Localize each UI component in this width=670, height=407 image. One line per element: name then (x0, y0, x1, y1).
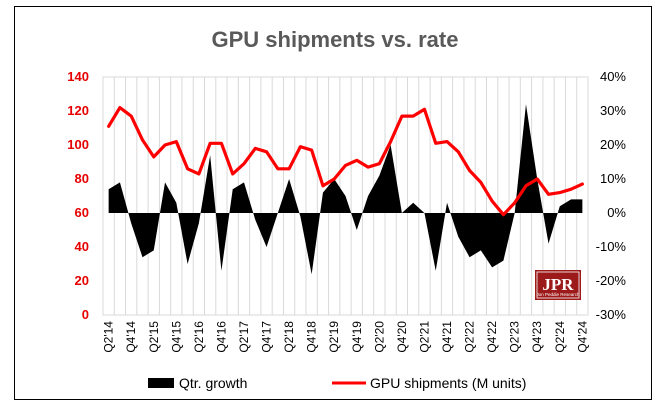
xtick-4: Q2'15 (147, 321, 161, 353)
ytick-right-1: -20% (596, 273, 627, 288)
ytick-right-5: 20% (600, 137, 626, 152)
ytick-left-20: 20 (75, 273, 89, 288)
legend-item-gpu-shipments: GPU shipments (M units) (332, 375, 526, 391)
xtick-10: Q4'16 (214, 321, 228, 353)
legend-label-qtr-growth: Qtr. growth (179, 375, 247, 391)
ytick-left-40: 40 (75, 239, 89, 254)
ytick-left-120: 120 (67, 103, 89, 118)
jpr-logo: JPR Jon Peddie Research (535, 270, 581, 300)
xtick-22: Q4'19 (350, 321, 364, 353)
axis-layer: 0 20 40 60 80 100 120 140 -30% -20% -10% 0% 10% 20% 30… (67, 69, 626, 353)
area-qtr-growth (108, 104, 583, 275)
xtick-6: Q4'15 (169, 321, 183, 353)
jpr-logo-border (536, 271, 580, 299)
jpr-logo-text: JPR (542, 275, 574, 294)
xtick-28: Q2'21 (417, 321, 431, 353)
xtick-32: Q2'22 (463, 321, 477, 353)
ytick-right-0: -30% (596, 307, 627, 322)
ytick-left-100: 100 (67, 137, 89, 152)
legend: Qtr. growth GPU shipments (M units) (148, 375, 526, 391)
xtick-2: Q4'14 (124, 321, 138, 353)
xtick-42: Q4'24 (575, 321, 589, 353)
ytick-right-7: 40% (600, 69, 626, 84)
ytick-left-0: 0 (82, 307, 89, 322)
ytick-right-4: 10% (600, 171, 626, 186)
xtick-0: Q2'14 (102, 321, 116, 353)
legend-swatch-qtr-growth (148, 378, 174, 388)
line-layer (107, 105, 584, 217)
legend-label-gpu-shipments: GPU shipments (M units) (370, 375, 526, 391)
chart-title: GPU shipments vs. rate (212, 27, 459, 52)
xtick-12: Q2'17 (237, 321, 251, 353)
ytick-right-6: 30% (600, 103, 626, 118)
xtick-16: Q2'18 (282, 321, 296, 353)
ytick-left-80: 80 (75, 171, 89, 186)
xtick-24: Q2'20 (372, 321, 386, 353)
xtick-18: Q4'18 (305, 321, 319, 353)
jpr-logo-subtext: Jon Peddie Research (536, 292, 580, 297)
jpr-logo-box (535, 270, 581, 300)
xtick-38: Q4'23 (530, 321, 544, 353)
xtick-40: Q2'24 (553, 321, 567, 353)
xtick-36: Q2'23 (508, 321, 522, 353)
ytick-right-3: 0% (607, 205, 626, 220)
xtick-30: Q4'21 (440, 321, 454, 353)
ytick-left-60: 60 (75, 205, 89, 220)
xtick-14: Q4'17 (260, 321, 274, 353)
chart-frame: GPU shipments vs. rate 0 20 40 60 80 100 120 14… (14, 6, 652, 400)
chart-svg: GPU shipments vs. rate 0 20 40 60 80 100 120 14… (67, 27, 626, 391)
ytick-right-2: -10% (596, 239, 627, 254)
legend-item-qtr-growth: Qtr. growth (148, 375, 247, 391)
xtick-34: Q4'22 (485, 321, 499, 353)
xtick-26: Q4'20 (395, 321, 409, 353)
area-layer (108, 104, 583, 275)
xtick-20: Q2'19 (327, 321, 341, 353)
xtick-8: Q2'16 (192, 321, 206, 353)
ytick-left-140: 140 (67, 69, 89, 84)
plot-area-border (102, 76, 589, 316)
